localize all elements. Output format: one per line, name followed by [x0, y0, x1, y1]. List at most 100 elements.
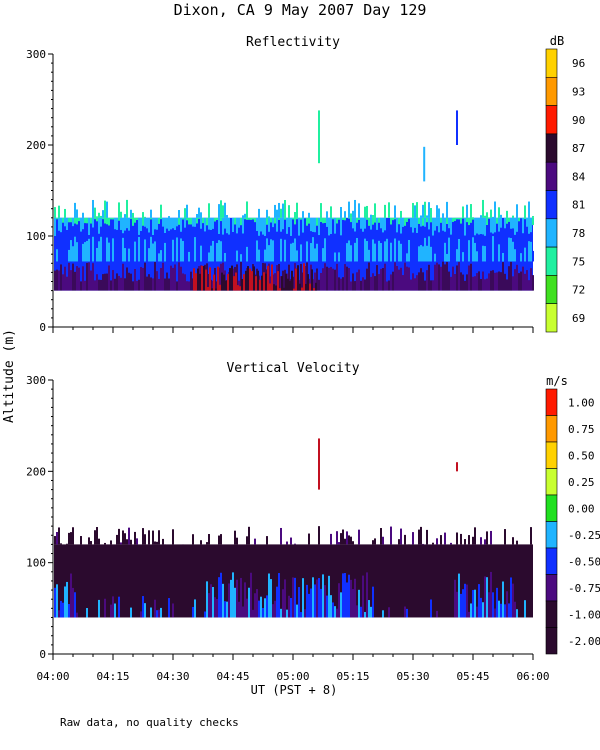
echo-column — [152, 243, 154, 262]
echo-column — [450, 236, 452, 262]
echo-column — [242, 217, 244, 234]
echo-streak — [352, 588, 354, 618]
echo-column — [286, 253, 288, 262]
echo-column — [246, 246, 248, 262]
echo-spike — [150, 209, 152, 218]
echo-column — [234, 217, 236, 225]
echo-column — [238, 251, 240, 262]
echo-column — [118, 275, 120, 291]
echo-streak — [66, 581, 68, 618]
echo-column — [68, 217, 70, 223]
echo-column — [526, 249, 528, 262]
echo-column — [168, 237, 170, 262]
echo-column — [170, 217, 172, 230]
echo-spike — [206, 542, 208, 545]
echo-column — [366, 217, 368, 220]
echo-streak — [508, 603, 510, 618]
echo-streak — [328, 575, 330, 618]
echo-column — [340, 278, 342, 291]
echo-column — [124, 278, 126, 291]
echo-column — [400, 243, 402, 262]
echo-spike — [80, 536, 82, 545]
echo-streak — [256, 589, 258, 618]
echo-column — [454, 236, 456, 262]
echo-spike — [128, 527, 130, 545]
echo-column — [430, 217, 432, 223]
echo-column — [324, 263, 326, 291]
echo-streak — [504, 604, 506, 618]
echo-column — [78, 247, 80, 262]
echo-spike — [428, 202, 430, 218]
echo-column — [490, 270, 492, 291]
vertical-velocity-panel: Vertical Velocity 0 100 200 300 04:00 04:15 04:… — [26, 361, 600, 683]
echo-column — [142, 267, 144, 291]
echo-column — [486, 242, 488, 262]
x-tick-label: 06:00 — [516, 670, 549, 683]
echo-column — [478, 217, 480, 235]
echo-streak — [204, 611, 206, 618]
echo-column — [252, 217, 254, 220]
echo-core — [273, 284, 275, 291]
echo-spike — [248, 526, 250, 545]
echo-column — [360, 217, 362, 229]
echo-spike — [276, 209, 278, 218]
echo-spike — [208, 534, 210, 545]
echo-column — [134, 241, 136, 262]
echo-spike — [136, 538, 138, 545]
echo-column — [220, 217, 222, 222]
echo-core — [237, 285, 239, 291]
echo-spike — [456, 532, 458, 545]
echo-streak — [346, 582, 348, 618]
echo-streak — [292, 577, 294, 618]
echo-spike — [468, 535, 470, 545]
echo-spike — [126, 539, 128, 545]
echo-column — [108, 242, 110, 262]
echo-streak — [156, 610, 158, 618]
echo-streak — [334, 606, 336, 618]
echo-column — [522, 266, 524, 291]
echo-column — [472, 237, 474, 262]
echo-streak — [58, 610, 60, 618]
echo-streak — [218, 577, 220, 618]
echo-column — [252, 242, 254, 262]
colorbar-unit: m/s — [546, 374, 568, 388]
y-tick-label: 0 — [39, 321, 46, 334]
echo-core — [305, 283, 307, 291]
echo-column — [212, 217, 214, 229]
echo-column — [268, 217, 270, 232]
echo-column — [154, 262, 156, 291]
echo-spike — [120, 211, 122, 218]
echo-column — [198, 217, 200, 219]
echo-column — [424, 237, 426, 262]
echo-core — [203, 265, 205, 291]
echo-streak — [258, 600, 260, 618]
echo-spike — [134, 531, 136, 545]
echo-column — [126, 217, 128, 229]
echo-column — [516, 245, 518, 262]
echo-column — [422, 217, 424, 226]
echo-streak — [314, 584, 316, 618]
echo-column — [314, 217, 316, 233]
echo-column — [210, 217, 212, 230]
echo-streak — [324, 585, 326, 618]
echo-streak — [340, 592, 342, 618]
echo-column — [394, 217, 396, 220]
echo-column — [192, 252, 194, 262]
echo-column — [270, 239, 272, 262]
echo-spike — [336, 531, 338, 545]
echo-spike — [92, 199, 94, 218]
x-tick-label: 05:00 — [276, 670, 309, 683]
echo-streak — [312, 577, 314, 618]
echo-column — [512, 217, 514, 229]
echo-column — [474, 242, 476, 262]
echo-streak — [464, 583, 466, 618]
y-tick-label: 200 — [26, 465, 46, 478]
echo-column — [530, 217, 532, 233]
echo-spike — [274, 204, 276, 218]
echo-column — [368, 262, 370, 291]
echo-spike — [266, 209, 268, 218]
echo-column — [368, 217, 370, 226]
echo-column — [476, 273, 478, 291]
echo-column — [484, 246, 486, 262]
echo-column — [206, 217, 208, 226]
